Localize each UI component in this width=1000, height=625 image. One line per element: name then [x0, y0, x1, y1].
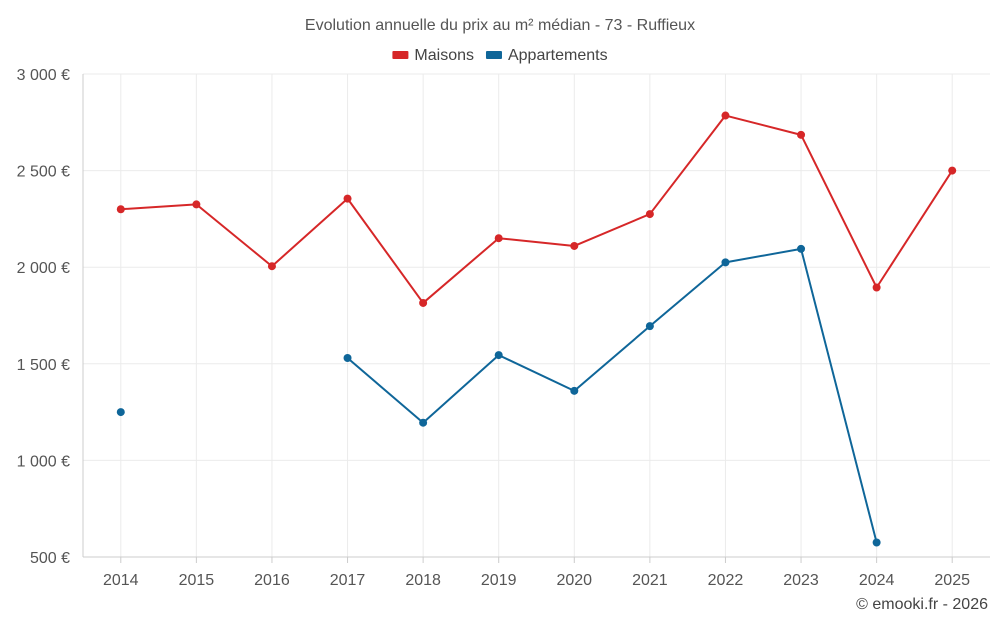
x-tick-label: 2021 — [632, 572, 668, 589]
data-point-appartements[interactable] — [570, 386, 579, 395]
data-point-maisons[interactable] — [721, 111, 730, 120]
chart-title: Evolution annuelle du prix au m² médian … — [305, 17, 695, 34]
x-tick-label: 2017 — [330, 572, 366, 589]
y-tick-label: 2 500 € — [17, 164, 70, 181]
x-tick-label: 2014 — [103, 572, 139, 589]
series-appartements — [116, 244, 881, 547]
data-point-appartements[interactable] — [872, 538, 881, 547]
data-point-maisons[interactable] — [948, 166, 957, 175]
data-point-maisons[interactable] — [267, 262, 276, 271]
legend-swatch — [485, 51, 502, 59]
data-point-maisons[interactable] — [116, 205, 125, 214]
legend-label: Appartements — [508, 47, 608, 64]
x-tick-label: 2018 — [405, 572, 441, 589]
x-tick-label: 2020 — [556, 572, 592, 589]
x-axis: 2014 2015 2016 2017 2018 2019 2020 2021 2022 2023… — [83, 556, 990, 589]
data-point-maisons[interactable] — [192, 200, 201, 209]
legend-label: Maisons — [414, 47, 474, 64]
data-point-appartements[interactable] — [797, 244, 806, 253]
data-point-maisons[interactable] — [494, 234, 503, 243]
data-point-maisons[interactable] — [872, 283, 881, 292]
y-tick-label: 2 000 € — [17, 260, 70, 277]
y-tick-label: 500 € — [30, 550, 70, 567]
chart-legend: Maisons Appartements — [392, 47, 608, 64]
series-line-appartements — [346, 247, 878, 543]
data-point-maisons[interactable] — [343, 194, 352, 203]
data-point-appartements[interactable] — [116, 408, 125, 417]
credit-text: © emooki.fr - 2026 — [856, 596, 988, 613]
x-tick-label: 2019 — [481, 572, 517, 589]
data-point-appartements[interactable] — [494, 351, 503, 360]
y-tick-label: 1 000 € — [17, 453, 70, 470]
data-point-appartements[interactable] — [343, 354, 352, 363]
y-axis: 500 € 1 000 € 1 500 € 2 000 € 2 500 € 3 000 € — [17, 67, 84, 567]
data-point-maisons[interactable] — [419, 298, 428, 307]
data-point-appartements[interactable] — [419, 418, 428, 427]
legend-swatch — [392, 51, 409, 59]
data-point-maisons[interactable] — [797, 130, 806, 139]
y-tick-label: 1 500 € — [17, 357, 70, 374]
data-point-maisons[interactable] — [570, 241, 579, 250]
x-tick-label: 2024 — [859, 572, 895, 589]
grid — [83, 73, 990, 557]
legend-item-maisons[interactable]: Maisons — [392, 47, 474, 64]
series-layer — [116, 111, 957, 547]
x-tick-label: 2015 — [179, 572, 215, 589]
data-point-maisons[interactable] — [645, 210, 654, 219]
y-tick-label: 3 000 € — [17, 67, 70, 84]
series-maisons — [116, 111, 957, 307]
x-tick-label: 2023 — [783, 572, 819, 589]
x-tick-label: 2016 — [254, 572, 290, 589]
x-tick-label: 2022 — [708, 572, 744, 589]
legend-item-appartements[interactable]: Appartements — [485, 47, 608, 64]
series-line-maisons — [120, 114, 954, 304]
x-tick-label: 2025 — [934, 572, 970, 589]
data-point-appartements[interactable] — [721, 258, 730, 267]
data-point-appartements[interactable] — [645, 322, 654, 331]
